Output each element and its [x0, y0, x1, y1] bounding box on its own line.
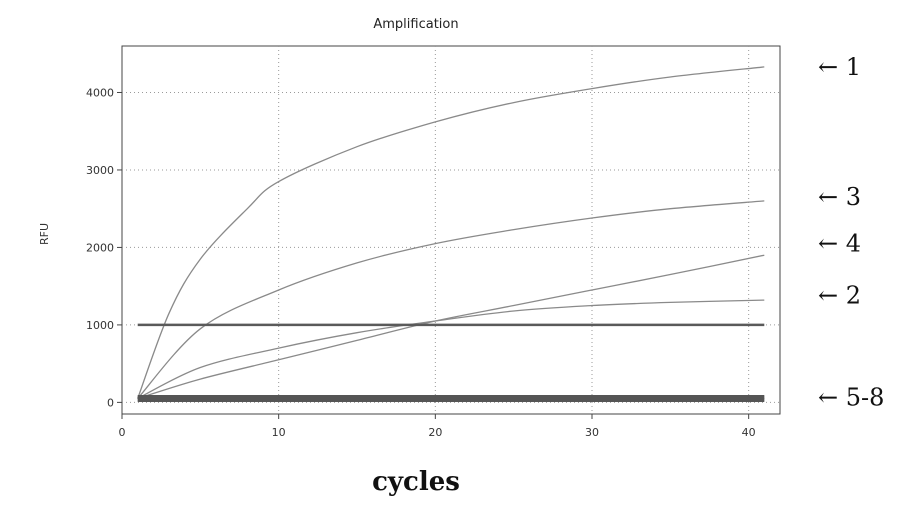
x-tick-label: 20 — [428, 426, 442, 439]
ticks: 0 10 20 30 40 0 1000 2000 3000 4000 — [86, 86, 756, 439]
y-tick-label: 0 — [107, 396, 114, 409]
x-tick-label: 30 — [585, 426, 599, 439]
plot-area — [121, 45, 781, 415]
y-tick-label: 2000 — [86, 241, 114, 254]
series-line-1 — [137, 66, 765, 399]
y-tick-label: 1000 — [86, 319, 114, 332]
series — [137, 66, 765, 403]
curve-annotation-2: ← 3 — [818, 183, 861, 211]
x-tick-label: 10 — [272, 426, 286, 439]
curve-annotation-5: ← 5-8 — [818, 384, 884, 412]
x-tick-label: 0 — [119, 426, 126, 439]
series-line-4 — [137, 254, 765, 400]
x-axis-label: cycles — [372, 467, 460, 497]
y-axis-label: RFU — [38, 223, 51, 245]
x-tick-label: 40 — [742, 426, 756, 439]
curve-annotation-3: ← 4 — [818, 230, 861, 258]
curve-annotations: ← 1 ← 3 ← 4 ← 2 ← 5-8 — [818, 53, 884, 412]
series-line-2 — [137, 200, 765, 399]
curve-annotation-4: ← 2 — [818, 281, 861, 309]
y-tick-label: 4000 — [86, 86, 114, 99]
curve-annotation-1: ← 1 — [818, 53, 861, 81]
chart-title: Amplification — [373, 17, 458, 32]
y-tick-label: 3000 — [86, 164, 114, 177]
